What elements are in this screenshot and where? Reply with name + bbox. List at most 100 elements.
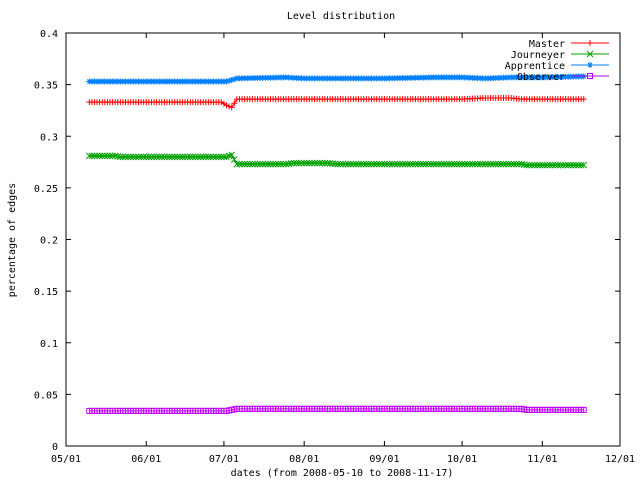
point-marker	[541, 161, 549, 169]
point-marker	[412, 160, 419, 168]
point-marker	[145, 153, 153, 161]
series-line	[89, 408, 584, 412]
point-marker	[507, 160, 515, 168]
point-marker	[280, 160, 287, 168]
point-marker	[448, 160, 456, 168]
point-marker	[337, 160, 344, 168]
point-marker	[135, 153, 142, 161]
point-marker	[445, 160, 453, 168]
point-marker	[339, 160, 347, 168]
point-marker	[575, 161, 582, 169]
point-marker	[318, 159, 326, 167]
point-marker	[536, 161, 544, 169]
point-marker	[549, 161, 557, 169]
point-marker	[494, 160, 502, 168]
point-marker	[368, 160, 375, 168]
point-marker	[406, 160, 414, 168]
point-marker	[104, 152, 111, 160]
point-marker	[533, 161, 541, 169]
point-marker	[355, 160, 362, 168]
y-tick-label: 0.3	[40, 132, 58, 143]
point-marker	[381, 160, 388, 168]
point-marker	[228, 151, 236, 159]
point-marker	[220, 153, 228, 161]
point-marker	[184, 153, 192, 161]
point-marker	[551, 161, 559, 169]
series-observer	[86, 405, 587, 414]
point-marker	[474, 160, 481, 168]
y-tick-label: 0	[52, 442, 58, 453]
point-marker	[290, 159, 298, 167]
point-marker	[101, 152, 109, 160]
point-marker	[479, 160, 487, 168]
point-marker	[91, 152, 98, 160]
point-marker	[430, 160, 437, 168]
y-tick-label: 0.4	[40, 29, 58, 40]
point-marker	[432, 160, 440, 168]
point-marker	[166, 153, 173, 161]
point-marker	[124, 153, 132, 161]
point-marker	[231, 76, 238, 83]
point-marker	[241, 160, 248, 168]
point-marker	[210, 153, 217, 161]
point-marker	[142, 153, 150, 161]
point-marker	[394, 160, 401, 168]
x-tick-label: 11/01	[527, 454, 557, 465]
point-marker	[179, 153, 186, 161]
point-marker	[427, 160, 435, 168]
point-marker	[572, 161, 580, 169]
point-marker	[192, 153, 199, 161]
point-marker	[523, 161, 531, 169]
point-marker	[215, 153, 223, 161]
point-marker	[226, 103, 233, 110]
point-marker	[158, 153, 166, 161]
point-marker	[396, 160, 404, 168]
point-marker	[264, 160, 272, 168]
point-marker	[350, 160, 357, 168]
point-marker	[106, 152, 114, 160]
point-marker	[562, 161, 569, 169]
point-marker	[587, 62, 593, 68]
point-marker	[417, 160, 425, 168]
point-marker	[269, 160, 277, 168]
point-marker	[163, 153, 171, 161]
point-marker	[422, 160, 430, 168]
point-marker	[357, 160, 365, 168]
point-marker	[440, 160, 448, 168]
point-marker	[342, 160, 349, 168]
point-marker	[471, 160, 479, 168]
point-marker	[580, 96, 587, 103]
point-marker	[137, 153, 145, 161]
point-marker	[88, 152, 96, 160]
point-marker	[212, 153, 220, 161]
point-marker	[497, 160, 505, 168]
point-marker	[236, 160, 243, 168]
point-marker	[186, 153, 194, 161]
point-marker	[587, 40, 593, 46]
chart-title: Level distribution	[287, 11, 395, 22]
point-marker	[365, 160, 373, 168]
point-marker	[399, 160, 406, 168]
point-marker	[580, 406, 587, 413]
point-marker	[202, 153, 210, 161]
point-marker	[557, 161, 564, 169]
point-marker	[228, 76, 235, 83]
y-tick-label: 0.1	[40, 339, 58, 350]
series-master	[86, 95, 587, 111]
point-marker	[458, 160, 466, 168]
legend-label: Journeyer	[511, 50, 565, 61]
point-marker	[197, 153, 204, 161]
y-tick-label: 0.2	[40, 236, 58, 247]
x-tick-label: 05/01	[51, 454, 81, 465]
point-marker	[171, 153, 179, 161]
point-marker	[526, 161, 533, 169]
x-axis-label: dates (from 2008-05-10 to 2008-11-17)	[231, 468, 454, 479]
point-marker	[564, 161, 572, 169]
point-marker	[502, 160, 510, 168]
y-tick-label: 0.05	[34, 390, 58, 401]
axes: 0 0.05 0.1 0.15 0.2 0.25 0.3 0.35 0.4 05/01 06/01 0…	[34, 29, 635, 465]
point-marker	[484, 160, 492, 168]
point-marker	[233, 160, 241, 168]
point-marker	[404, 160, 412, 168]
